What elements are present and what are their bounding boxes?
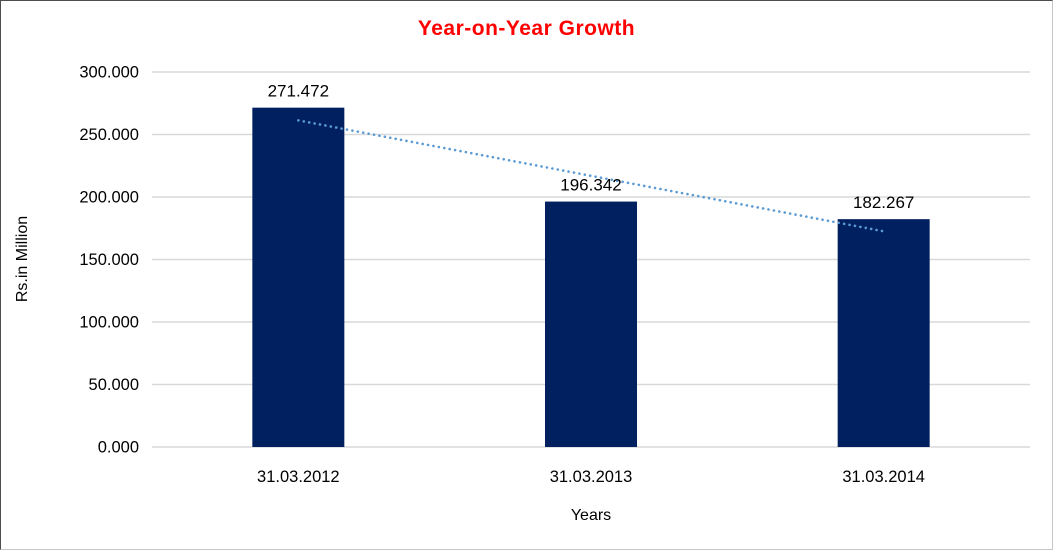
y-tick-label: 100.000 (79, 314, 139, 332)
x-tick-label: 31.03.2012 (257, 468, 340, 486)
y-tick-label: 50.000 (89, 376, 139, 394)
trendline (297, 119, 888, 234)
y-tick-label: 200.000 (79, 189, 139, 207)
x-tick-label: 31.03.2013 (550, 468, 633, 486)
y-tick-label: 250.000 (79, 126, 139, 144)
bar-31.03.2013 (545, 201, 637, 447)
chart-title: Year-on-Year Growth (417, 17, 636, 40)
data-label: 196.342 (560, 176, 621, 195)
y-tick-label: 0.000 (98, 439, 139, 457)
y-tick-label: 300.000 (79, 64, 139, 82)
data-label: 271.472 (268, 82, 329, 101)
data-label: 182.267 (853, 193, 914, 212)
x-tick-label: 31.03.2014 (842, 468, 925, 486)
y-tick-label: 150.000 (79, 251, 139, 269)
bar-31.03.2014 (837, 219, 930, 447)
x-axis-title: Years (570, 507, 612, 524)
bar-31.03.2012 (252, 107, 345, 447)
